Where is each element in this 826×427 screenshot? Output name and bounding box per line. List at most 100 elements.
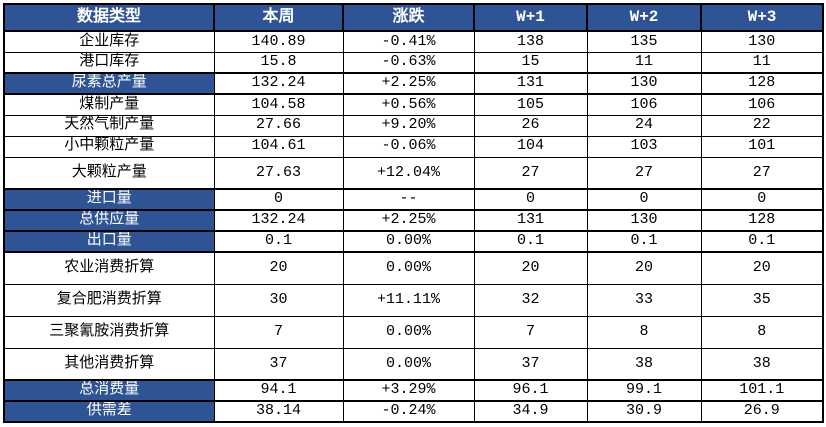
data-cell[interactable]: 0.1 bbox=[213, 230, 344, 253]
row-label-cell[interactable]: 企业库存 bbox=[3, 30, 215, 53]
row-label-cell[interactable]: 其他消费折算 bbox=[3, 347, 215, 381]
row-label-cell[interactable]: 进口量 bbox=[3, 188, 215, 211]
data-cell[interactable]: 135 bbox=[586, 30, 702, 53]
data-cell[interactable]: 104.61 bbox=[213, 135, 344, 158]
data-cell[interactable]: 20 bbox=[473, 251, 588, 285]
data-cell[interactable]: 35 bbox=[700, 283, 824, 317]
data-cell[interactable]: 37 bbox=[213, 347, 344, 381]
data-cell[interactable]: +12.04% bbox=[342, 156, 475, 190]
data-cell[interactable]: 105 bbox=[473, 93, 588, 116]
data-cell[interactable]: 32 bbox=[473, 283, 588, 317]
data-cell[interactable]: 104 bbox=[473, 135, 588, 158]
row-label-cell[interactable]: 尿素总产量 bbox=[3, 72, 215, 95]
data-cell[interactable]: 27 bbox=[586, 156, 702, 190]
row-label-cell[interactable]: 复合肥消费折算 bbox=[3, 283, 215, 317]
header-cell-w-plus-2[interactable]: W+2 bbox=[586, 3, 702, 32]
row-label-cell[interactable]: 煤制产量 bbox=[3, 93, 215, 116]
data-cell[interactable]: 0.00% bbox=[342, 347, 475, 381]
data-cell[interactable]: 15.8 bbox=[213, 51, 344, 74]
header-cell-w-plus-1[interactable]: W+1 bbox=[473, 3, 588, 32]
data-cell[interactable]: 104.58 bbox=[213, 93, 344, 116]
header-cell-this-week[interactable]: 本周 bbox=[213, 3, 344, 32]
data-cell[interactable]: 20 bbox=[700, 251, 824, 285]
data-cell[interactable]: 26.9 bbox=[700, 400, 824, 423]
data-cell[interactable]: 101 bbox=[700, 135, 824, 158]
data-cell[interactable]: 15 bbox=[473, 51, 588, 74]
data-cell[interactable]: 0.00% bbox=[342, 230, 475, 253]
data-cell[interactable]: 140.89 bbox=[213, 30, 344, 53]
data-cell[interactable]: +3.29% bbox=[342, 379, 475, 402]
data-cell[interactable]: 11 bbox=[700, 51, 824, 74]
data-cell[interactable]: 34.9 bbox=[473, 400, 588, 423]
data-cell[interactable]: -- bbox=[342, 188, 475, 211]
data-cell[interactable]: 27.66 bbox=[213, 114, 344, 137]
data-cell[interactable]: +2.25% bbox=[342, 209, 475, 232]
row-label-cell[interactable]: 小中颗粒产量 bbox=[3, 135, 215, 158]
data-cell[interactable]: -0.06% bbox=[342, 135, 475, 158]
data-cell[interactable]: 20 bbox=[213, 251, 344, 285]
data-cell[interactable]: 0.1 bbox=[586, 230, 702, 253]
data-cell[interactable]: 0.1 bbox=[700, 230, 824, 253]
data-cell[interactable]: 0 bbox=[213, 188, 344, 211]
data-cell[interactable]: 38 bbox=[586, 347, 702, 381]
row-label-cell[interactable]: 大颗粒产量 bbox=[3, 156, 215, 190]
data-cell[interactable]: 38.14 bbox=[213, 400, 344, 423]
row-label-cell[interactable]: 三聚氰胺消费折算 bbox=[3, 315, 215, 349]
data-cell[interactable]: 94.1 bbox=[213, 379, 344, 402]
data-cell[interactable]: 130 bbox=[586, 209, 702, 232]
data-cell[interactable]: 11 bbox=[586, 51, 702, 74]
data-cell[interactable]: 30.9 bbox=[586, 400, 702, 423]
data-cell[interactable]: 0.00% bbox=[342, 315, 475, 349]
row-label-cell[interactable]: 港口库存 bbox=[3, 51, 215, 74]
data-cell[interactable]: 38 bbox=[700, 347, 824, 381]
header-cell-change[interactable]: 涨跌 bbox=[342, 3, 475, 32]
data-cell[interactable]: 37 bbox=[473, 347, 588, 381]
data-cell[interactable]: 0 bbox=[700, 188, 824, 211]
data-cell[interactable]: 20 bbox=[586, 251, 702, 285]
data-cell[interactable]: 128 bbox=[700, 209, 824, 232]
row-label-cell[interactable]: 供需差 bbox=[3, 400, 215, 423]
data-cell[interactable]: 27 bbox=[473, 156, 588, 190]
data-cell[interactable]: -0.24% bbox=[342, 400, 475, 423]
data-cell[interactable]: 27 bbox=[700, 156, 824, 190]
data-cell[interactable]: 33 bbox=[586, 283, 702, 317]
data-cell[interactable]: 8 bbox=[586, 315, 702, 349]
row-label-cell[interactable]: 出口量 bbox=[3, 230, 215, 253]
data-cell[interactable]: 103 bbox=[586, 135, 702, 158]
data-cell[interactable]: 0.1 bbox=[473, 230, 588, 253]
data-cell[interactable]: 24 bbox=[586, 114, 702, 137]
data-cell[interactable]: 130 bbox=[586, 72, 702, 95]
header-cell-data-type[interactable]: 数据类型 bbox=[3, 3, 215, 32]
data-cell[interactable]: 0 bbox=[586, 188, 702, 211]
data-cell[interactable]: 99.1 bbox=[586, 379, 702, 402]
data-cell[interactable]: 128 bbox=[700, 72, 824, 95]
data-cell[interactable]: 7 bbox=[213, 315, 344, 349]
data-cell[interactable]: 8 bbox=[700, 315, 824, 349]
data-cell[interactable]: 132.24 bbox=[213, 72, 344, 95]
data-cell[interactable]: 131 bbox=[473, 72, 588, 95]
data-cell[interactable]: 130 bbox=[700, 30, 824, 53]
row-label-cell[interactable]: 总消费量 bbox=[3, 379, 215, 402]
data-cell[interactable]: 26 bbox=[473, 114, 588, 137]
header-cell-w-plus-3[interactable]: W+3 bbox=[700, 3, 824, 32]
data-cell[interactable]: 131 bbox=[473, 209, 588, 232]
data-cell[interactable]: 96.1 bbox=[473, 379, 588, 402]
data-cell[interactable]: -0.63% bbox=[342, 51, 475, 74]
data-cell[interactable]: 106 bbox=[700, 93, 824, 116]
data-cell[interactable]: 0 bbox=[473, 188, 588, 211]
row-label-cell[interactable]: 总供应量 bbox=[3, 209, 215, 232]
data-cell[interactable]: 106 bbox=[586, 93, 702, 116]
data-cell[interactable]: 22 bbox=[700, 114, 824, 137]
data-cell[interactable]: 0.00% bbox=[342, 251, 475, 285]
data-cell[interactable]: 101.1 bbox=[700, 379, 824, 402]
row-label-cell[interactable]: 农业消费折算 bbox=[3, 251, 215, 285]
data-cell[interactable]: 7 bbox=[473, 315, 588, 349]
data-cell[interactable]: 27.63 bbox=[213, 156, 344, 190]
data-cell[interactable]: +9.20% bbox=[342, 114, 475, 137]
data-cell[interactable]: +0.56% bbox=[342, 93, 475, 116]
data-cell[interactable]: 30 bbox=[213, 283, 344, 317]
row-label-cell[interactable]: 天然气制产量 bbox=[3, 114, 215, 137]
data-cell[interactable]: -0.41% bbox=[342, 30, 475, 53]
data-cell[interactable]: 132.24 bbox=[213, 209, 344, 232]
data-cell[interactable]: +2.25% bbox=[342, 72, 475, 95]
